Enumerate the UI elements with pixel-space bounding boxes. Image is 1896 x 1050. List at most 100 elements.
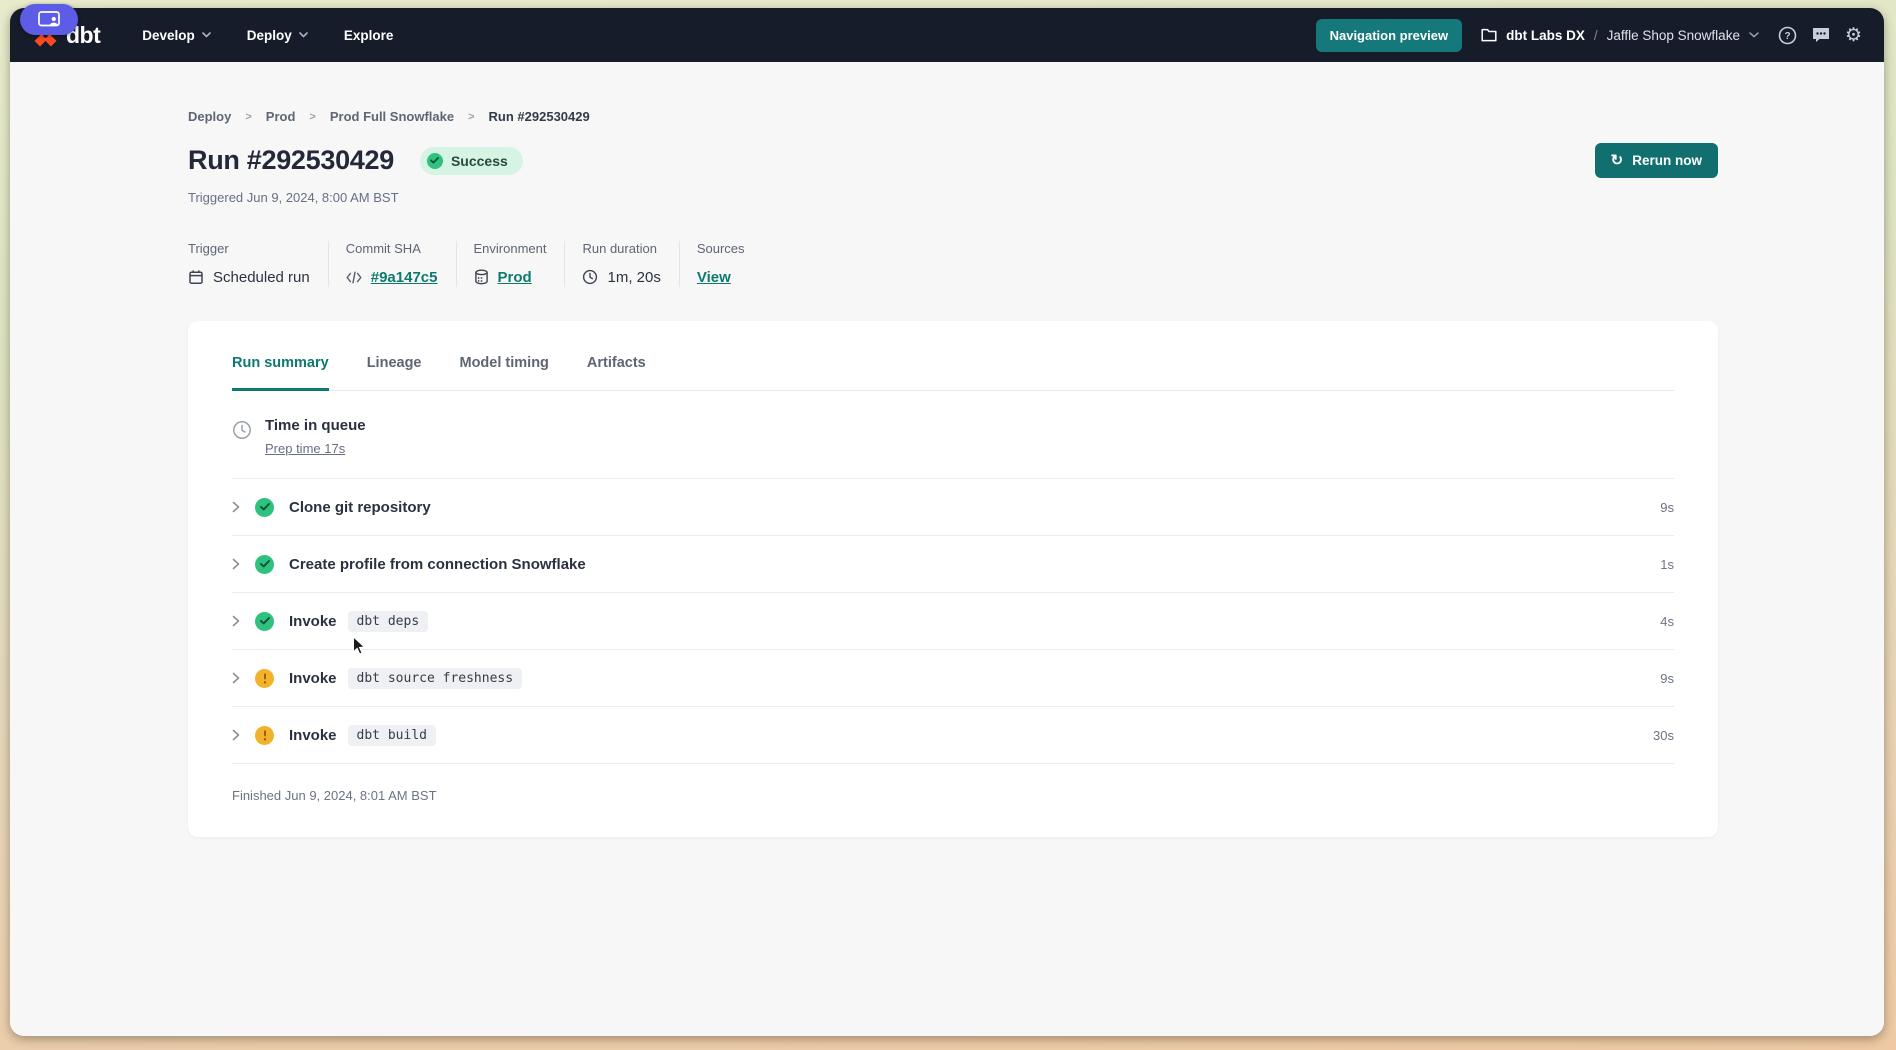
chevron-right-icon[interactable] bbox=[232, 615, 240, 627]
step-duration: 30s bbox=[1653, 727, 1674, 743]
status-badge: Success bbox=[419, 146, 523, 175]
menu-develop-label: Develop bbox=[142, 27, 195, 43]
breadcrumb-prod[interactable]: Prod bbox=[265, 109, 296, 124]
success-check-icon bbox=[426, 152, 443, 169]
step-label: Invoke bbox=[289, 726, 337, 744]
folder-icon bbox=[1481, 28, 1497, 42]
meta-duration-label: Run duration bbox=[582, 241, 657, 256]
warning-icon bbox=[255, 725, 274, 745]
clock-icon bbox=[582, 269, 598, 285]
step-command-code: dbt deps bbox=[347, 610, 429, 632]
calendar-icon bbox=[188, 269, 204, 285]
tab-artifacts[interactable]: Artifacts bbox=[586, 355, 646, 371]
step-command-code: dbt source freshness bbox=[347, 667, 523, 689]
navigation-preview-button[interactable]: Navigation preview bbox=[1315, 18, 1463, 52]
chevron-right-icon[interactable] bbox=[232, 558, 240, 570]
title-row: Run #292530429 Success ↻ Rerun now bbox=[188, 143, 1718, 178]
navbar-right: Navigation preview dbt Labs DX / Jaffle … bbox=[1315, 18, 1862, 52]
rerun-icon: ↻ bbox=[1610, 152, 1624, 169]
run-metadata: Trigger Scheduled run Commit SHA bbox=[188, 241, 1718, 287]
step-duration: 9s bbox=[1660, 670, 1674, 686]
step-label: Invoke bbox=[289, 612, 337, 630]
tab-lineage[interactable]: Lineage bbox=[366, 355, 422, 371]
page-title: Run #292530429 bbox=[188, 145, 394, 175]
status-badge-label: Success bbox=[450, 152, 508, 169]
finished-timestamp: Finished Jun 9, 2024, 8:01 AM BST bbox=[232, 788, 437, 803]
meta-trigger: Trigger Scheduled run bbox=[188, 241, 329, 287]
meta-duration-value: 1m, 20s bbox=[607, 268, 661, 286]
breadcrumb-deploy[interactable]: Deploy bbox=[188, 109, 232, 124]
environment-link[interactable]: Prod bbox=[497, 268, 532, 286]
menu-deploy-label: Deploy bbox=[246, 27, 292, 43]
step-row-dbt-deps[interactable]: Invoke dbt deps 4s bbox=[232, 593, 1674, 650]
menu-develop[interactable]: Develop bbox=[142, 28, 211, 43]
chevron-right-icon[interactable] bbox=[232, 501, 240, 513]
tab-bar: Run summary Lineage Model timing Artifac… bbox=[232, 321, 1674, 391]
step-duration: 9s bbox=[1660, 499, 1674, 515]
chevron-down-icon bbox=[299, 32, 308, 38]
breadcrumb-separator: > bbox=[309, 110, 316, 123]
rerun-now-button[interactable]: ↻ Rerun now bbox=[1594, 143, 1718, 178]
success-icon bbox=[255, 497, 274, 517]
menu-deploy[interactable]: Deploy bbox=[247, 28, 308, 43]
breadcrumb-separator: > bbox=[245, 110, 252, 123]
project-name: Jaffle Shop Snowflake bbox=[1606, 27, 1740, 43]
settings-gear-icon[interactable]: ⚙ bbox=[1844, 24, 1862, 46]
time-in-queue-row: Time in queue Prep time 17s bbox=[232, 391, 1674, 479]
step-label: Invoke bbox=[289, 669, 337, 687]
menu-explore-label: Explore bbox=[343, 27, 394, 43]
meta-duration: Run duration 1m, 20s bbox=[582, 241, 680, 287]
chevron-down-icon bbox=[1749, 32, 1759, 38]
main-menu: Develop Deploy Explore bbox=[142, 28, 393, 43]
top-navbar: dbt Develop Deploy Explore Navigation pr… bbox=[10, 8, 1884, 62]
mouse-cursor bbox=[352, 635, 367, 661]
step-row-clone-git[interactable]: Clone git repository 9s bbox=[232, 479, 1674, 536]
step-row-dbt-build[interactable]: Invoke dbt build 30s bbox=[232, 707, 1674, 764]
code-icon bbox=[346, 271, 362, 284]
database-icon bbox=[474, 269, 489, 285]
navbar-icons: ? ⚙ bbox=[1778, 26, 1862, 45]
warning-icon bbox=[255, 668, 274, 688]
meta-trigger-value: Scheduled run bbox=[213, 268, 310, 286]
step-label: Create profile from connection Snowflake bbox=[289, 555, 586, 573]
step-row-dbt-source-freshness[interactable]: Invoke dbt source freshness 9s bbox=[232, 650, 1674, 707]
breadcrumb-job[interactable]: Prod Full Snowflake bbox=[329, 109, 455, 124]
meta-sources: Sources View bbox=[697, 241, 763, 287]
account-project-switcher[interactable]: dbt Labs DX / Jaffle Shop Snowflake bbox=[1481, 28, 1759, 43]
success-icon bbox=[255, 554, 274, 574]
prep-time-link[interactable]: Prep time 17s bbox=[265, 441, 346, 456]
step-row-create-profile[interactable]: Create profile from connection Snowflake… bbox=[232, 536, 1674, 593]
chevron-right-icon[interactable] bbox=[232, 672, 240, 684]
screen-share-badge[interactable] bbox=[20, 4, 78, 35]
menu-explore[interactable]: Explore bbox=[344, 28, 394, 43]
account-name: dbt Labs DX bbox=[1506, 27, 1585, 43]
svg-text:?: ? bbox=[1784, 31, 1790, 42]
screen-user-icon bbox=[37, 11, 61, 28]
help-icon[interactable]: ? bbox=[1778, 26, 1797, 45]
chevron-right-icon[interactable] bbox=[232, 729, 240, 741]
page-content: Deploy > Prod > Prod Full Snowflake > Ru… bbox=[10, 62, 1884, 1036]
step-duration: 1s bbox=[1660, 556, 1674, 572]
meta-commit: Commit SHA #9a147c5 bbox=[346, 241, 457, 287]
queue-title: Time in queue bbox=[265, 417, 366, 434]
tab-run-summary[interactable]: Run summary bbox=[232, 355, 329, 391]
commit-sha-link[interactable]: #9a147c5 bbox=[370, 268, 438, 286]
tab-model-timing[interactable]: Model timing bbox=[459, 355, 549, 371]
queue-clock-icon bbox=[232, 420, 252, 440]
meta-environment-label: Environment bbox=[473, 241, 547, 256]
triggered-timestamp: Triggered Jun 9, 2024, 8:00 AM BST bbox=[188, 190, 399, 205]
feedback-icon[interactable] bbox=[1811, 26, 1831, 44]
app-window: dbt Develop Deploy Explore Navigation pr… bbox=[10, 8, 1884, 1036]
step-label: Clone git repository bbox=[289, 498, 431, 516]
step-command-code: dbt build bbox=[347, 724, 436, 746]
meta-commit-label: Commit SHA bbox=[345, 241, 421, 256]
chevron-down-icon bbox=[201, 32, 211, 38]
success-icon bbox=[255, 611, 274, 631]
breadcrumb: Deploy > Prod > Prod Full Snowflake > Ru… bbox=[188, 62, 1718, 124]
meta-environment: Environment Prod bbox=[474, 241, 566, 287]
step-duration: 4s bbox=[1660, 613, 1674, 629]
sources-view-link[interactable]: View bbox=[696, 268, 731, 286]
run-summary-card: Run summary Lineage Model timing Artifac… bbox=[188, 321, 1718, 837]
meta-trigger-label: Trigger bbox=[188, 241, 229, 256]
breadcrumb-run: Run #292530429 bbox=[488, 109, 590, 124]
